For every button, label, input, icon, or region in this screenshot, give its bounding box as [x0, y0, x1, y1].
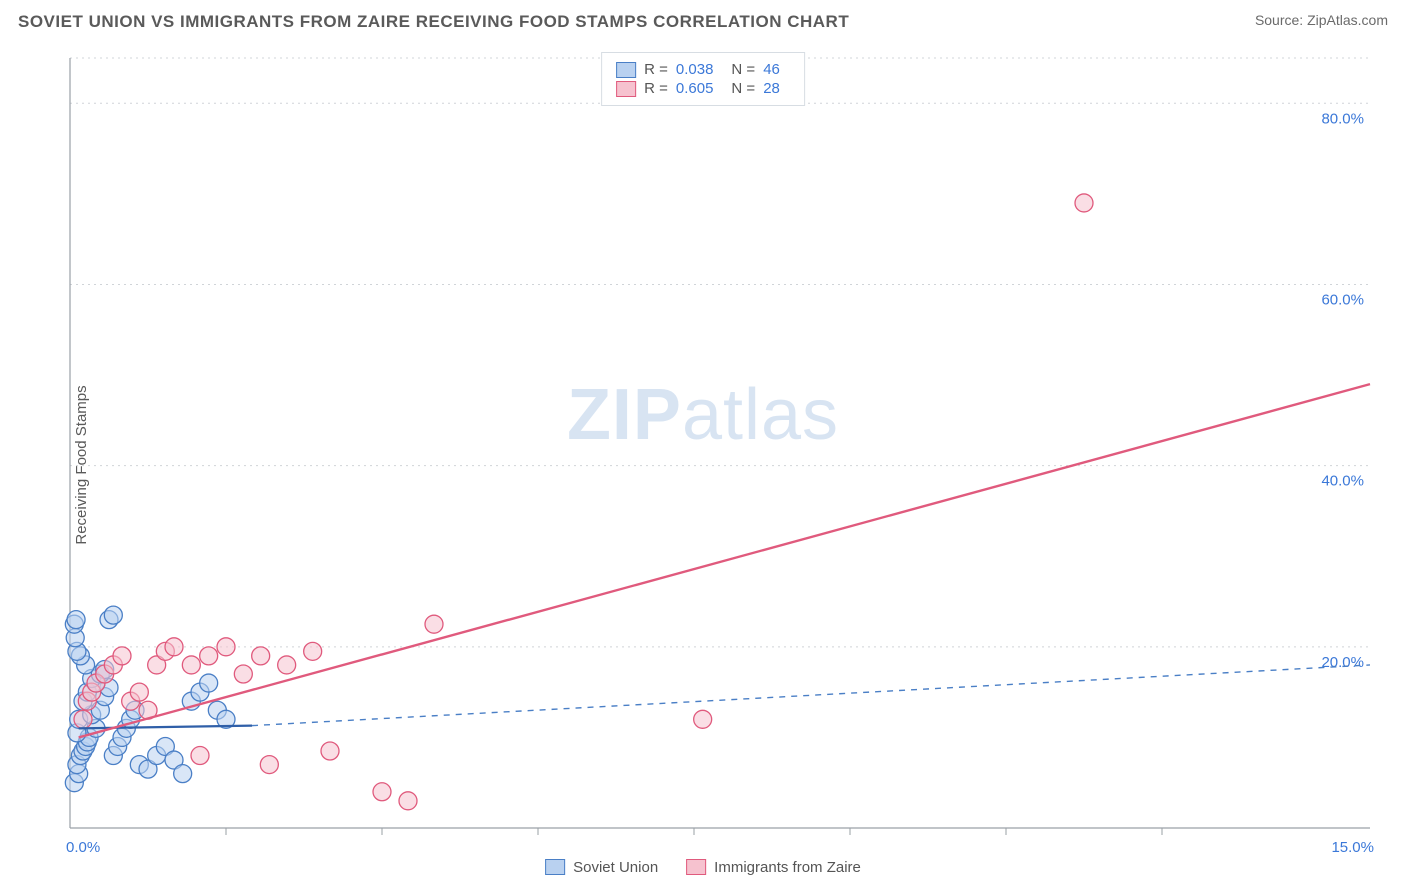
svg-text:40.0%: 40.0% [1321, 473, 1364, 490]
r-label: R = [644, 61, 668, 78]
legend-row-soviet: R = 0.038 N = 46 [616, 61, 790, 78]
swatch-zaire-icon [616, 81, 636, 97]
n-label: N = [731, 61, 755, 78]
chart-title: SOVIET UNION VS IMMIGRANTS FROM ZAIRE RE… [18, 12, 849, 32]
legend-label-zaire: Immigrants from Zaire [714, 859, 861, 876]
swatch-soviet-icon [616, 62, 636, 78]
chart-container: Receiving Food Stamps ZIPatlas 20.0%40.0… [10, 48, 1396, 882]
legend-label-soviet: Soviet Union [573, 859, 658, 876]
y-axis-label: Receiving Food Stamps [73, 385, 90, 544]
series-legend: Soviet Union Immigrants from Zaire [545, 859, 861, 876]
r-value-zaire: 0.605 [676, 80, 714, 97]
svg-text:80.0%: 80.0% [1321, 110, 1364, 127]
legend-item-soviet: Soviet Union [545, 859, 658, 876]
source-label: Source: ZipAtlas.com [1255, 12, 1388, 28]
svg-text:60.0%: 60.0% [1321, 291, 1364, 308]
swatch-zaire-icon [686, 859, 706, 875]
svg-text:20.0%: 20.0% [1321, 654, 1364, 671]
svg-text:15.0%: 15.0% [1331, 839, 1374, 856]
legend-row-zaire: R = 0.605 N = 28 [616, 80, 790, 97]
n-value-zaire: 28 [763, 80, 780, 97]
legend-item-zaire: Immigrants from Zaire [686, 859, 861, 876]
svg-text:0.0%: 0.0% [66, 839, 100, 856]
correlation-legend: R = 0.038 N = 46 R = 0.605 N = 28 [601, 52, 805, 106]
r-label: R = [644, 80, 668, 97]
scatter-plot: 20.0% 40.0% 60.0% 80.0% 0.0% 15.0% [10, 48, 1396, 882]
r-value-soviet: 0.038 [676, 61, 714, 78]
n-value-soviet: 46 [763, 61, 780, 78]
swatch-soviet-icon [545, 859, 565, 875]
n-label: N = [731, 80, 755, 97]
